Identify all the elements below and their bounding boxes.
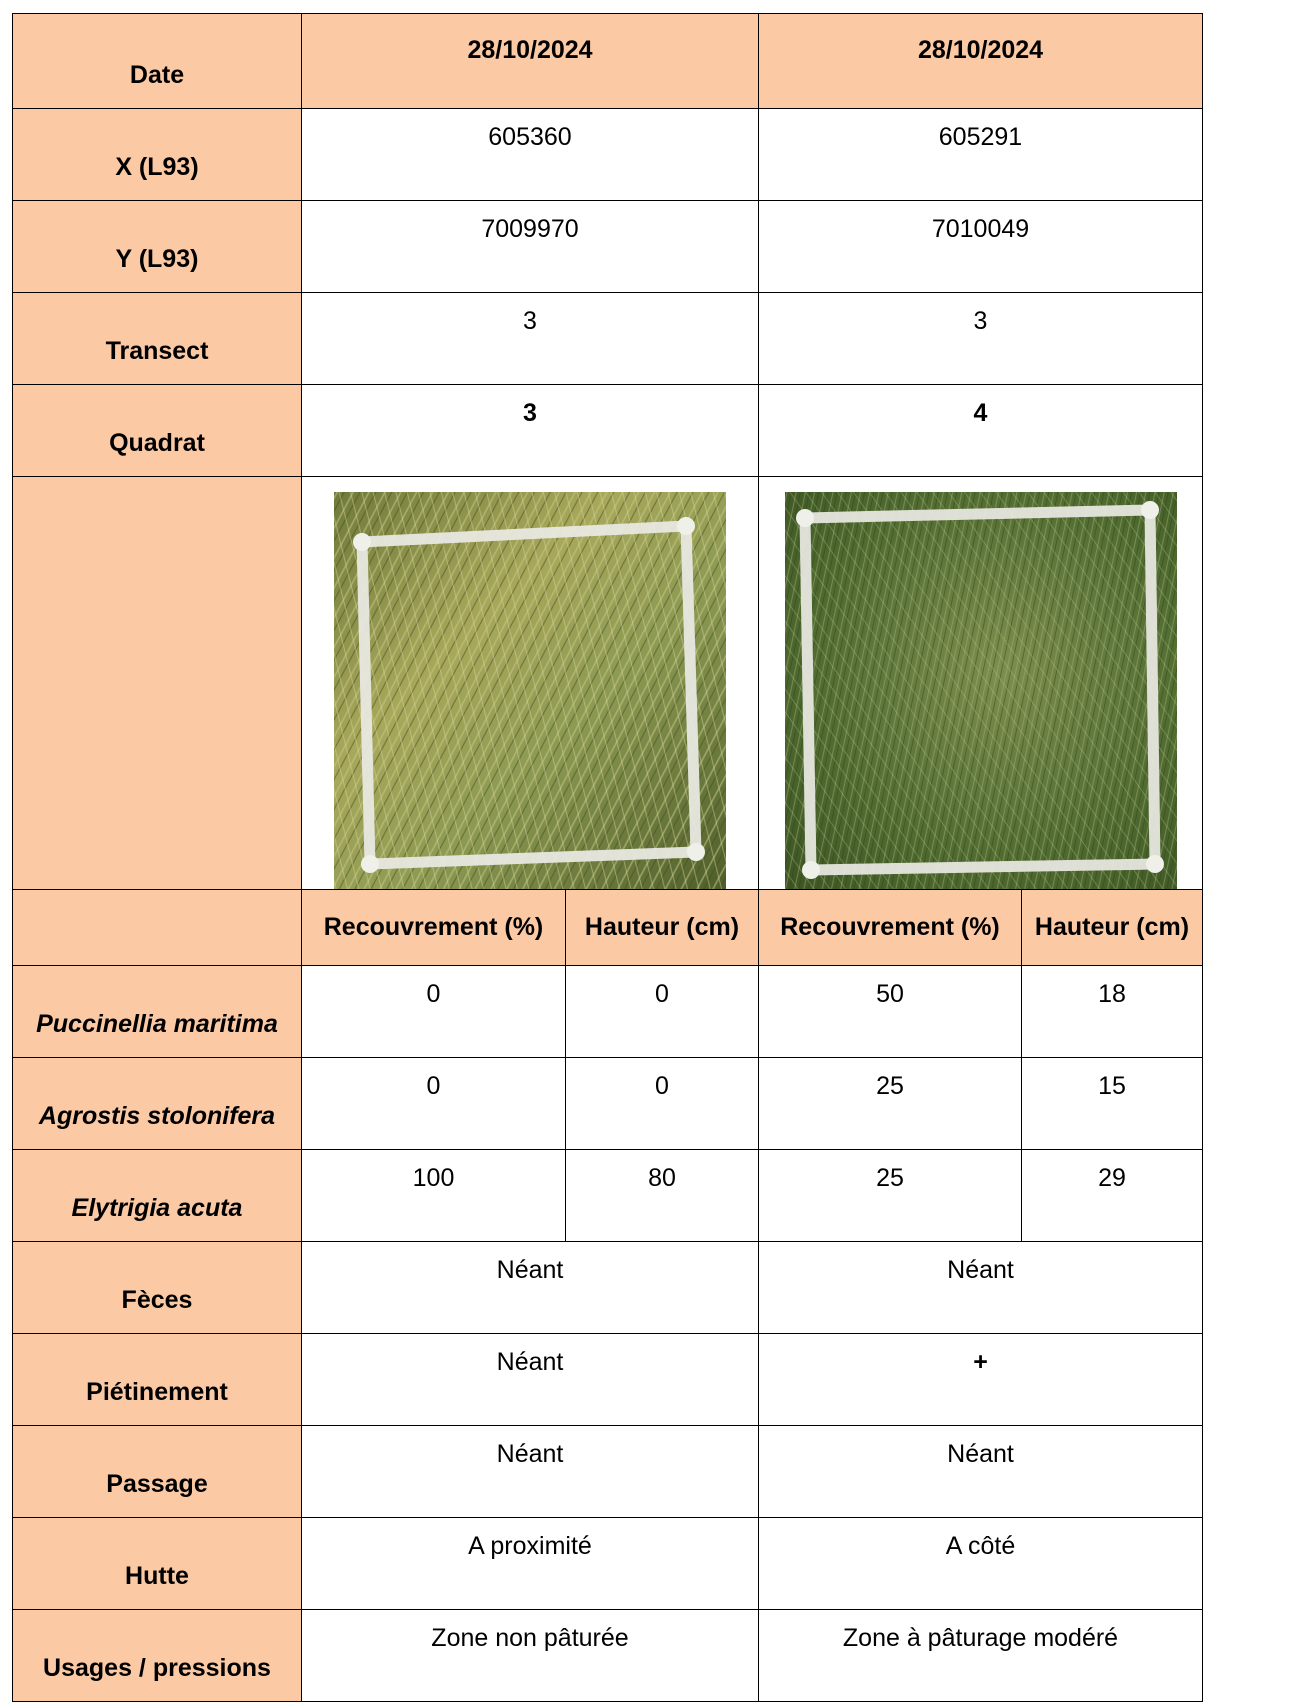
transect-col1: 3	[301, 292, 759, 385]
observation-label: Hutte	[12, 1517, 302, 1610]
observation-col1: Néant	[301, 1241, 759, 1334]
cover-header-col2: Recouvrement (%)	[758, 889, 1022, 966]
x-l93-col2: 605291	[758, 108, 1203, 201]
observation-label: Usages / pressions	[12, 1609, 302, 1702]
x-l93-label: X (L93)	[12, 108, 302, 201]
observation-label: Passage	[12, 1425, 302, 1518]
species-row: Elytrigia acuta 100 80 25 29	[12, 1149, 1203, 1242]
observation-row: Passage Néant Néant	[12, 1425, 1203, 1518]
height-col1: 0	[565, 965, 759, 1058]
y-l93-label: Y (L93)	[12, 200, 302, 293]
quadrat-3-photo	[334, 492, 726, 889]
observation-col2: Néant	[758, 1241, 1203, 1334]
observation-label: Fèces	[12, 1241, 302, 1334]
y-l93-col1: 7009970	[301, 200, 759, 293]
cover-col1: 0	[301, 1057, 566, 1150]
species-name: Elytrigia acuta	[12, 1149, 302, 1242]
height-col2: 29	[1021, 1149, 1203, 1242]
height-col2: 15	[1021, 1057, 1203, 1150]
observation-row: Hutte A proximité A côté	[12, 1517, 1203, 1610]
observation-col1: Néant	[301, 1425, 759, 1518]
transect-label: Transect	[12, 292, 302, 385]
observation-col2: A côté	[758, 1517, 1203, 1610]
quadrat-4-photo	[784, 492, 1177, 889]
species-name: Agrostis stolonifera	[12, 1057, 302, 1150]
observation-row: Fèces Néant Néant	[12, 1241, 1203, 1334]
quadrat-survey-table: Date 28/10/2024 28/10/2024 X (L93) 60536…	[12, 13, 1203, 1702]
observation-col2: Néant	[758, 1425, 1203, 1518]
quadrat-col1: 3	[301, 384, 759, 477]
height-col1: 0	[565, 1057, 759, 1150]
x-l93-col1: 605360	[301, 108, 759, 201]
cover-col1: 100	[301, 1149, 566, 1242]
transect-col2: 3	[758, 292, 1203, 385]
quadrat-col2: 4	[758, 384, 1203, 477]
height-header-col1: Hauteur (cm)	[565, 889, 759, 966]
cover-col1: 0	[301, 965, 566, 1058]
quadrat-3-photo-cell	[301, 476, 759, 890]
observation-col1: Zone non pâturée	[301, 1609, 759, 1702]
date-label: Date	[12, 13, 302, 109]
quadrat-4-photo-cell	[758, 476, 1203, 890]
cover-col2: 25	[758, 1149, 1022, 1242]
species-row: Puccinellia maritima 0 0 50 18	[12, 965, 1203, 1058]
height-col1: 80	[565, 1149, 759, 1242]
quadrat-label: Quadrat	[12, 384, 302, 477]
species-row: Agrostis stolonifera 0 0 25 15	[12, 1057, 1203, 1150]
observation-col1: A proximité	[301, 1517, 759, 1610]
cover-header-col1: Recouvrement (%)	[301, 889, 566, 966]
photo-row-label	[12, 476, 302, 890]
height-header-col2: Hauteur (cm)	[1021, 889, 1203, 966]
date-col2: 28/10/2024	[758, 13, 1203, 109]
cover-col2: 50	[758, 965, 1022, 1058]
height-col2: 18	[1021, 965, 1203, 1058]
species-name: Puccinellia maritima	[12, 965, 302, 1058]
observation-row: Usages / pressions Zone non pâturée Zone…	[12, 1609, 1203, 1702]
y-l93-col2: 7010049	[758, 200, 1203, 293]
observation-row: Piétinement Néant +	[12, 1333, 1203, 1426]
cover-col2: 25	[758, 1057, 1022, 1150]
date-col1: 28/10/2024	[301, 13, 759, 109]
observation-col1: Néant	[301, 1333, 759, 1426]
subheader-blank	[12, 889, 302, 966]
observation-col2: Zone à pâturage modéré	[758, 1609, 1203, 1702]
observation-label: Piétinement	[12, 1333, 302, 1426]
observation-col2: +	[758, 1333, 1203, 1426]
